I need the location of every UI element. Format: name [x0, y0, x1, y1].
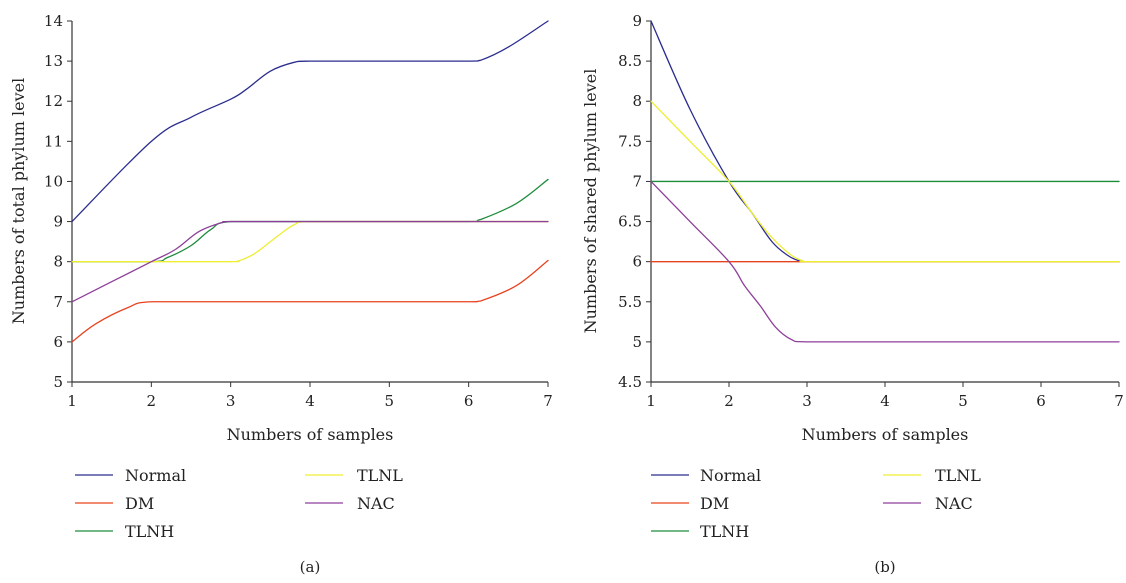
panel-caption: (b) [874, 558, 895, 576]
x-tick-label: 6 [464, 392, 474, 410]
panel-caption: (a) [300, 558, 321, 576]
legend-label-tlnh: TLNH [700, 522, 749, 541]
x-tick-label: 4 [305, 392, 315, 410]
y-tick-label: 8 [53, 253, 63, 271]
y-tick-label: 9 [632, 12, 642, 30]
y-tick-label: 10 [44, 172, 63, 190]
series-line-nac [71, 220, 549, 303]
y-tick-label: 6 [632, 253, 642, 271]
legend-label-normal: Normal [700, 466, 761, 485]
series-line-tlnl [71, 220, 549, 263]
y-axis-label: Numbers of shared phylum level [581, 69, 600, 334]
x-tick-label: 2 [147, 392, 157, 410]
y-tick-label: 12 [44, 92, 63, 110]
legend-label-tlnh: TLNH [125, 522, 174, 541]
x-tick-label: 6 [1036, 392, 1046, 410]
x-tick-label: 7 [543, 392, 553, 410]
x-tick-label: 5 [958, 392, 968, 410]
series-lines [650, 20, 1120, 343]
y-tick-label: 6 [53, 333, 63, 351]
x-tick-label: 7 [1114, 392, 1124, 410]
y-tick-label: 9 [53, 213, 63, 231]
x-tick-label: 3 [802, 392, 812, 410]
legend-label-nac: NAC [357, 494, 395, 513]
x-tick-label: 1 [67, 392, 77, 410]
x-tick-label: 3 [226, 392, 236, 410]
x-axis-label: Numbers of samples [802, 425, 969, 444]
legend-label-normal: Normal [125, 466, 186, 485]
series-lines [71, 20, 549, 343]
y-tick-label: 7.5 [618, 132, 642, 150]
y-ticks: 4.5 5 5.5 6 6.5 7 7.5 8 8.5 9 [618, 12, 651, 391]
y-ticks: 5 6 7 8 9 10 11 12 13 14 [44, 12, 72, 391]
x-tick-label: 1 [646, 392, 656, 410]
series-line-tlnh [71, 178, 549, 263]
y-tick-label: 4.5 [618, 373, 642, 391]
x-axis-label: Numbers of samples [227, 425, 394, 444]
y-axis-label: Numbers of total phylum level [9, 78, 28, 324]
series-line-nac [650, 180, 1120, 343]
y-tick-label: 5 [632, 333, 642, 351]
y-tick-label: 8.5 [618, 52, 642, 70]
x-ticks: 1 2 3 4 5 6 7 [646, 382, 1124, 410]
y-tick-label: 7 [53, 293, 63, 311]
y-tick-label: 8 [632, 92, 642, 110]
x-tick-label: 5 [385, 392, 395, 410]
x-ticks: 1 2 3 4 5 6 7 [67, 382, 553, 410]
y-tick-label: 7 [632, 172, 642, 190]
y-tick-label: 14 [44, 12, 63, 30]
series-line-normal [650, 20, 1120, 263]
series-line-dm [71, 259, 549, 343]
series-line-normal [71, 20, 549, 223]
y-tick-label: 6.5 [618, 213, 642, 231]
chart-panel-b: 4.5 5 5.5 6 6.5 7 7.5 8 8.5 9 1 2 3 4 5 6 7 Numbers of … [581, 12, 1124, 576]
legend-label-tlnl: TLNL [357, 466, 403, 485]
series-line-tlnl [650, 100, 1120, 263]
y-tick-label: 11 [44, 132, 63, 150]
legend-label-nac: NAC [935, 494, 973, 513]
legend-label-tlnl: TLNL [935, 466, 981, 485]
y-tick-label: 5.5 [618, 293, 642, 311]
legend: Normal DM TLNH TLNL NAC [651, 466, 981, 541]
y-tick-label: 13 [44, 52, 63, 70]
legend: Normal DM TLNH TLNL NAC [75, 466, 403, 541]
y-tick-label: 5 [53, 373, 63, 391]
x-tick-label: 4 [880, 392, 890, 410]
legend-label-dm: DM [125, 494, 154, 513]
legend-label-dm: DM [700, 494, 729, 513]
x-tick-label: 2 [724, 392, 734, 410]
